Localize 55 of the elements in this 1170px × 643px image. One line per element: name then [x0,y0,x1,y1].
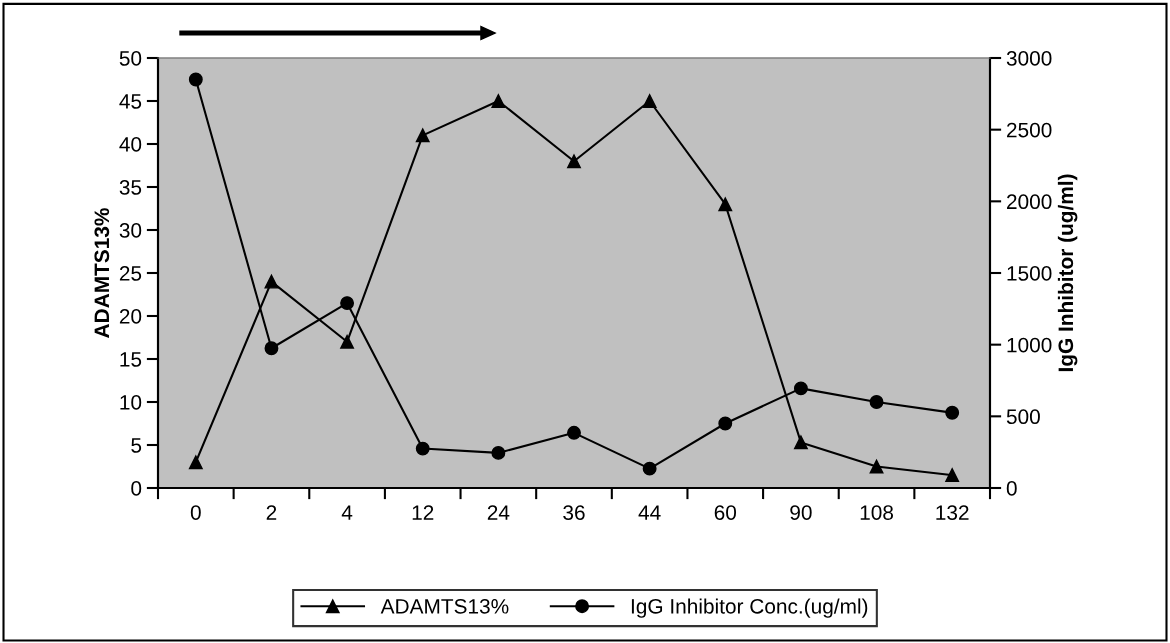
y-tick-label: 0 [131,481,142,496]
y2-tick-label: 1000 [1007,337,1052,353]
y-tick-label: 10 [120,395,142,410]
x-tick-label: 0 [190,505,201,520]
y-tick-label: 5 [131,438,142,453]
point [491,94,506,108]
point [188,72,203,87]
x-tick-label: 36 [563,505,585,520]
x-tick-label: 4 [341,505,353,520]
point [869,395,884,409]
point [869,459,884,474]
x-tick-label: 60 [714,505,737,520]
y-tick-label: 25 [119,266,142,281]
y2-tick-label: 1500 [1007,266,1052,281]
y-tick-label: 30 [119,223,142,238]
x-tick-label: 2 [266,505,277,520]
point [188,455,203,470]
y2-tick-label: 500 [1006,409,1040,425]
y-tick-label: 40 [119,137,142,152]
point [264,274,279,289]
legend-label: IgG Inhibitor Conc.(ug/ml) [631,598,868,618]
point [491,445,506,460]
y-tick-label: 50 [119,51,142,66]
point [642,461,657,476]
x-tick-label: 108 [860,505,894,520]
point [793,381,808,396]
y-axis-title: ADAMTS13% [94,208,110,338]
y-tick-label: 45 [119,94,142,109]
point [264,341,279,356]
y2-tick-label: 2000 [1007,194,1052,210]
point [642,94,657,108]
x-tick-label: 12 [412,505,434,520]
point [945,405,960,420]
y-tick-label: 20 [119,309,142,324]
y2-tick-label: 0 [1006,481,1017,496]
y2-axis-title: IgG Inhibitor (ug/ml) [1057,174,1078,372]
x-tick-label: 24 [487,505,510,520]
point [793,435,808,450]
point [340,296,355,311]
point [945,468,960,483]
y2-tick-label: 3000 [1006,51,1052,66]
y-tick-label: 35 [119,180,142,195]
x-tick-label: 132 [936,505,969,520]
point [340,334,355,349]
point [567,425,581,440]
point [718,416,733,431]
x-tick-label: 90 [790,505,812,520]
point [718,197,733,212]
legend-label: ADAMTS13% [380,598,509,614]
y-tick-label: 15 [120,352,142,367]
point [567,154,581,169]
y2-tick-label: 2500 [1007,122,1052,138]
point [415,128,430,143]
point [415,441,430,456]
x-tick-label: 44 [638,505,661,520]
